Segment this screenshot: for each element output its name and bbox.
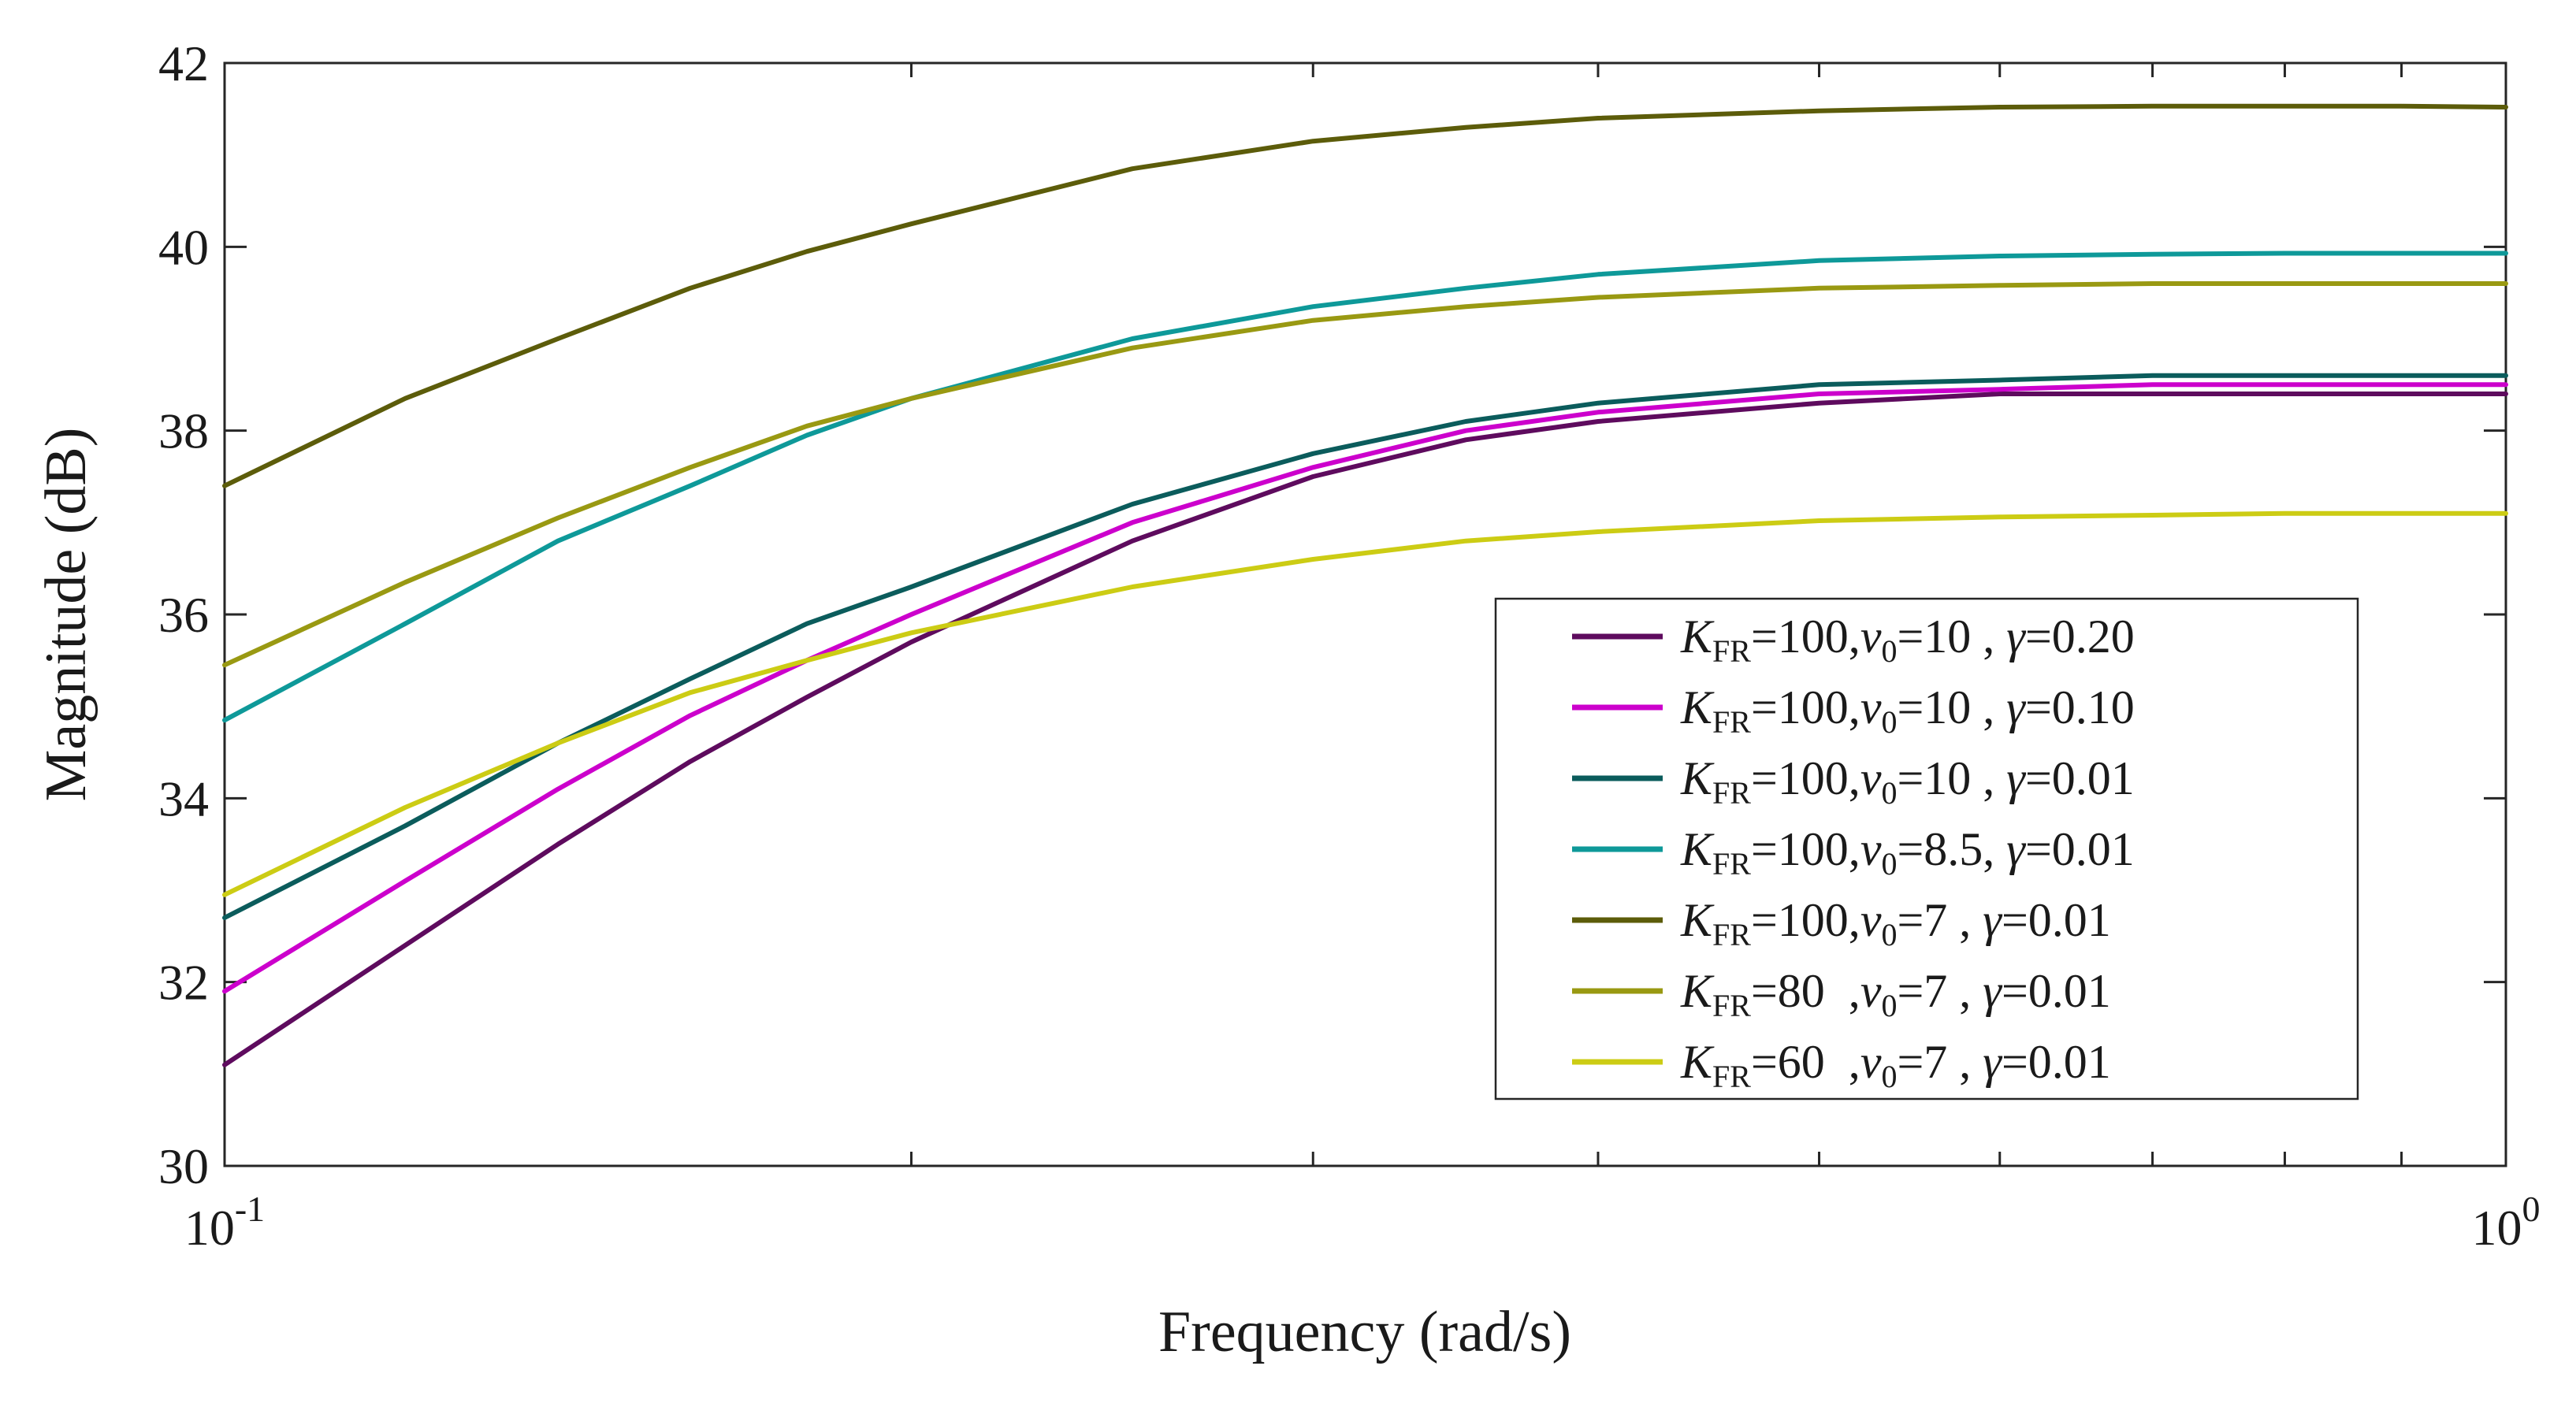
legend-label-part: =100, xyxy=(1751,823,1860,875)
legend-label: KFR=60 ,v0=7 , γ=0.01 xyxy=(1680,1036,2111,1094)
legend-label-part: v xyxy=(1860,752,1882,804)
x-tick-base: 10 xyxy=(184,1200,235,1256)
y-tick-label: 40 xyxy=(158,219,209,275)
legend-label-part: 0 xyxy=(1881,775,1897,811)
legend-label-part: v xyxy=(1860,1036,1882,1088)
legend-label-part: =0.20 xyxy=(2025,611,2135,663)
series-line xyxy=(222,281,2508,668)
legend-label: KFR=100,v0=10 , γ=0.20 xyxy=(1680,611,2135,669)
legend-label-part: γ xyxy=(2006,823,2026,875)
legend-label: KFR=100,v0=7 , γ=0.01 xyxy=(1680,894,2111,952)
legend-label-part: 0 xyxy=(1881,1059,1897,1094)
series-lines xyxy=(222,103,2508,1067)
legend-label-part: K xyxy=(1680,611,1715,663)
legend-label-part: FR xyxy=(1712,917,1751,952)
legend-label-part: =100, xyxy=(1751,681,1860,733)
legend-label-part: =80 , xyxy=(1751,965,1860,1017)
legend-label-part: 0 xyxy=(1881,633,1897,669)
legend-label-part: =7 , xyxy=(1897,1036,1983,1088)
legend-label-part: =100, xyxy=(1751,752,1860,804)
legend-label-part: 0 xyxy=(1881,704,1897,740)
legend-label-part: γ xyxy=(2006,752,2026,804)
y-axis: 30 32 34 36 38 40 42 xyxy=(158,35,2506,1194)
series-line xyxy=(222,373,2508,920)
legend-label-part: =0.01 xyxy=(2002,1036,2111,1088)
legend-label-part: v xyxy=(1860,823,1882,875)
legend-label-part: K xyxy=(1680,965,1715,1017)
legend-label-part: γ xyxy=(1983,965,2002,1017)
legend-label-part: FR xyxy=(1712,633,1751,669)
legend-label-part: =0.10 xyxy=(2025,681,2135,733)
legend-label-part: FR xyxy=(1712,775,1751,811)
legend-label-part: =100, xyxy=(1751,611,1860,663)
legend-label-part: =10 , xyxy=(1897,681,2006,733)
legend-label-part: =7 , xyxy=(1897,965,1983,1017)
legend-label: KFR=100,v0=10 , γ=0.10 xyxy=(1680,681,2135,740)
legend-label-part: =0.01 xyxy=(2002,965,2111,1017)
legend-label-part: 0 xyxy=(1881,988,1897,1023)
legend-label-part: 0 xyxy=(1881,917,1897,952)
legend-label-part: γ xyxy=(2006,611,2026,663)
y-axis-label: Magnitude (dB) xyxy=(34,428,99,802)
series-line xyxy=(222,510,2508,897)
legend-label: KFR=80 ,v0=7 , γ=0.01 xyxy=(1680,965,2111,1023)
legend-label-part: =10 , xyxy=(1897,611,2006,663)
legend-label-part: v xyxy=(1860,681,1882,733)
legend-label-part: v xyxy=(1860,894,1882,946)
x-tick-base: 10 xyxy=(2472,1200,2522,1256)
legend-label-part: =0.01 xyxy=(2025,752,2135,804)
legend-label-part: FR xyxy=(1712,846,1751,882)
legend-label-part: K xyxy=(1680,752,1715,804)
legend-label: KFR=100,v0=8.5, γ=0.01 xyxy=(1680,823,2135,882)
series-line xyxy=(222,103,2508,488)
legend-label-part: γ xyxy=(1983,1036,2002,1088)
legend-label-part: =10 , xyxy=(1897,752,2006,804)
y-tick-label: 32 xyxy=(158,955,209,1011)
x-axis-label: Frequency (rad/s) xyxy=(1158,1300,1571,1364)
series-line xyxy=(222,392,2508,1067)
legend-label-part: K xyxy=(1680,894,1715,946)
legend-label-part: =100, xyxy=(1751,894,1860,946)
legend-label-part: =0.01 xyxy=(2025,823,2135,875)
y-tick-label: 36 xyxy=(158,587,209,643)
legend-label-part: FR xyxy=(1712,1059,1751,1094)
legend-label-part: FR xyxy=(1712,988,1751,1023)
series-line xyxy=(222,251,2508,723)
x-tick-exponent: -1 xyxy=(235,1189,265,1229)
x-tick-exponent: 0 xyxy=(2522,1189,2541,1229)
legend-label-part: v xyxy=(1860,611,1882,663)
x-tick-label: 10-1 xyxy=(184,1189,265,1256)
legend-label-part: γ xyxy=(1983,894,2002,946)
x-tick-label: 100 xyxy=(2472,1189,2541,1256)
y-tick-label: 30 xyxy=(158,1138,209,1194)
legend-label-part: =0.01 xyxy=(2002,894,2111,946)
legend-label: KFR=100,v0=10 , γ=0.01 xyxy=(1680,752,2135,811)
y-tick-label: 38 xyxy=(158,403,209,459)
legend-label-part: =60 , xyxy=(1751,1036,1860,1088)
x-axis: 10-1 100 xyxy=(184,63,2541,1256)
legend-label-part: γ xyxy=(2006,681,2026,733)
legend-label-part: K xyxy=(1680,681,1715,733)
series-line xyxy=(222,382,2508,994)
legend-label-part: K xyxy=(1680,1036,1715,1088)
legend-label-part: =8.5, xyxy=(1897,823,2006,875)
legend-label-part: 0 xyxy=(1881,846,1897,882)
y-tick-label: 42 xyxy=(158,35,209,91)
y-tick-label: 34 xyxy=(158,770,209,826)
legend-label-part: =7 , xyxy=(1897,894,1983,946)
legend-label-part: K xyxy=(1680,823,1715,875)
legend-label-part: v xyxy=(1860,965,1882,1017)
legend-label-part: FR xyxy=(1712,704,1751,740)
